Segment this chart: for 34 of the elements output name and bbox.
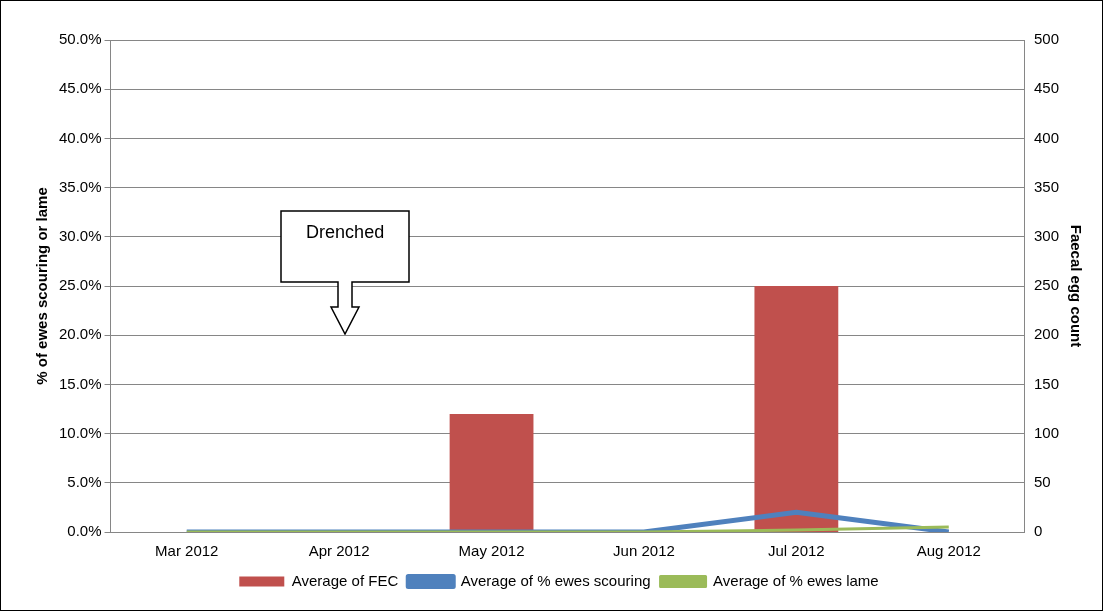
y2-axis-title: Faecal egg count xyxy=(1067,224,1085,348)
y2-tick-label: 450 xyxy=(1033,79,1059,97)
y2-tick-label: 500 xyxy=(1033,30,1059,48)
y2-tick-label: 250 xyxy=(1033,276,1059,294)
y2-tick-label: 50 xyxy=(1033,472,1051,490)
x-tick-label: Mar 2012 xyxy=(155,542,219,560)
y-tick-label: 45.0% xyxy=(58,79,102,97)
annotation: Drenched xyxy=(305,222,386,244)
legend-label: Average of FEC xyxy=(291,571,399,589)
y-axis-title: % of ewes scouring or lame xyxy=(33,187,51,385)
y2-tick-label: 100 xyxy=(1033,423,1059,441)
y-tick-label: 30.0% xyxy=(58,226,102,244)
y-tick-label: 15.0% xyxy=(58,374,102,392)
x-tick-label: Aug 2012 xyxy=(916,542,981,560)
y-tick-label: 40.0% xyxy=(58,128,102,146)
y-tick-label: 0.0% xyxy=(67,522,102,540)
y2-tick-label: 350 xyxy=(1033,177,1059,195)
x-tick-label: Jul 2012 xyxy=(768,542,825,560)
y-tick-label: 35.0% xyxy=(58,177,102,195)
x-tick-label: Apr 2012 xyxy=(308,542,370,560)
y-tick-label: 25.0% xyxy=(58,276,102,294)
y-tick-label: 5.0% xyxy=(67,472,102,490)
y2-tick-label: 400 xyxy=(1033,128,1059,146)
y-tick-label: 10.0% xyxy=(58,423,102,441)
legend-label: Average of % ewes lame xyxy=(713,571,879,589)
y-tick-label: 20.0% xyxy=(58,325,102,343)
x-tick-label: May 2012 xyxy=(458,542,525,560)
y2-tick-label: 0 xyxy=(1033,522,1043,540)
y-tick-label: 50.0% xyxy=(58,30,102,48)
y2-tick-label: 150 xyxy=(1033,374,1059,392)
y2-tick-label: 300 xyxy=(1033,226,1059,244)
y2-tick-label: 200 xyxy=(1033,325,1059,343)
x-tick-label: Jun 2012 xyxy=(613,542,675,560)
legend-label: Average of % ewes scouring xyxy=(460,571,651,589)
